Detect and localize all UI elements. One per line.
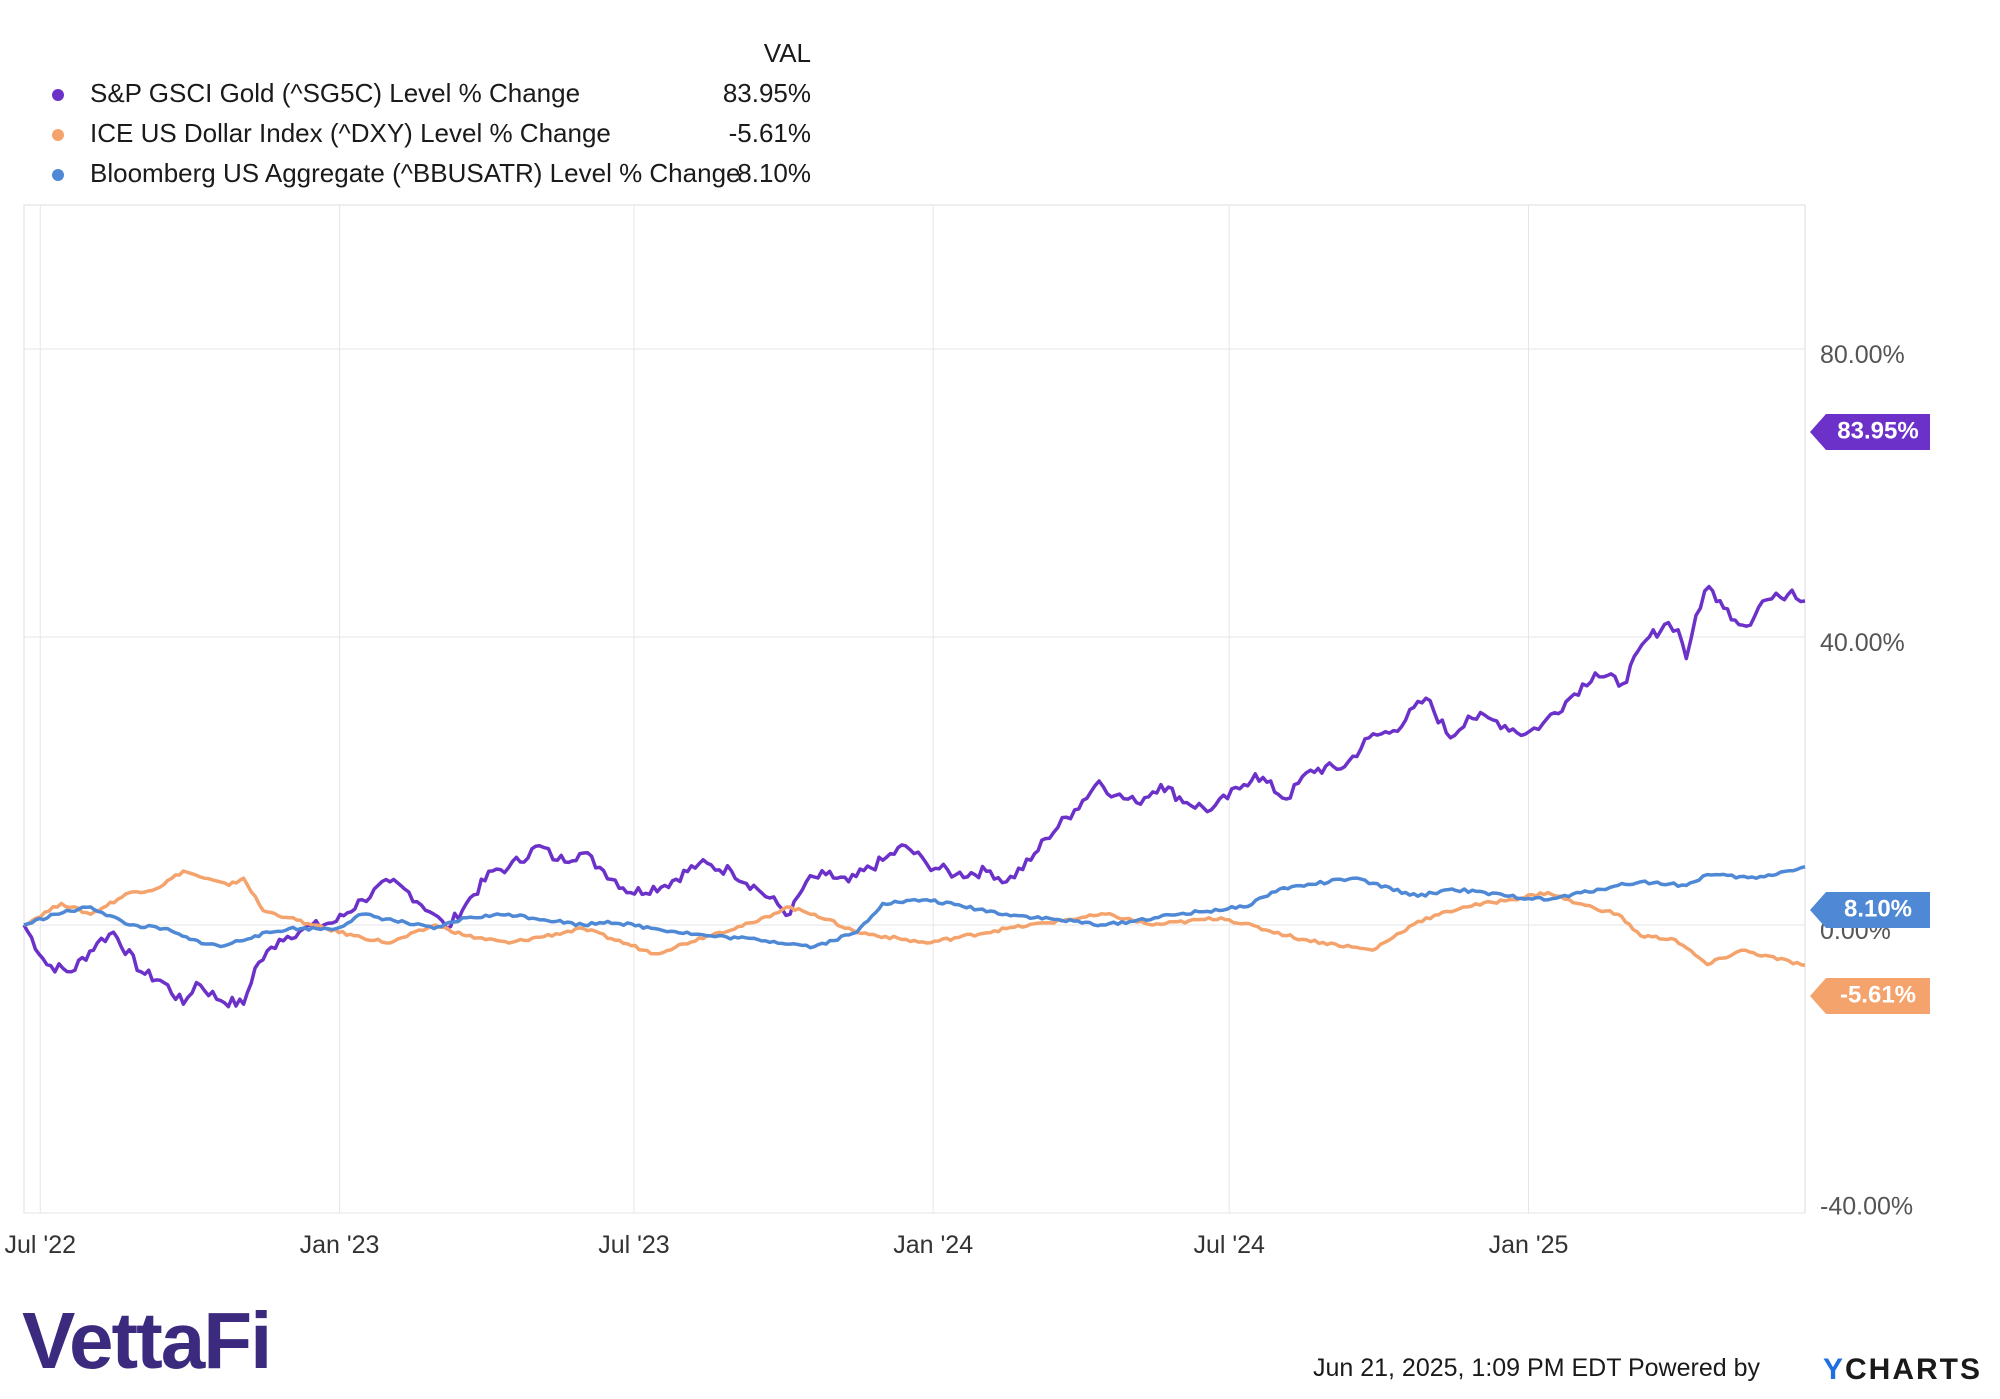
legend-item-value: 83.95% (722, 78, 811, 108)
series-end-label: 8.10% (1810, 892, 1930, 928)
legend-item-label: Bloomberg US Aggregate (^BBUSATR) Level … (90, 158, 741, 188)
ycharts-y: Y (1822, 1353, 1845, 1386)
legend-item-label: ICE US Dollar Index (^DXY) Level % Chang… (90, 118, 611, 148)
ycharts-text: CHARTS (1845, 1353, 1982, 1386)
end-label-tag (1810, 892, 1930, 928)
grid (23, 204, 1806, 1214)
ycharts-logo[interactable]: YCHARTS (1823, 1353, 1982, 1387)
end-label-tag (1810, 978, 1930, 1014)
x-tick-label: Jul '24 (1193, 1231, 1265, 1259)
x-tick-label: Jul '22 (5, 1231, 76, 1259)
legend-dot-icon (52, 169, 64, 181)
x-tick-label: Jan '25 (1489, 1231, 1569, 1259)
legend-header: VAL (763, 38, 811, 68)
series-line (23, 869, 1806, 968)
series-end-label: 83.95% (1810, 414, 1930, 450)
x-tick-label: Jan '23 (300, 1231, 380, 1259)
legend-dot-icon (52, 129, 64, 141)
x-tick-label: Jul '23 (598, 1231, 669, 1259)
legend-item-value: -5.61% (728, 118, 811, 148)
legend-item-label: S&P GSCI Gold (^SG5C) Level % Change (90, 78, 581, 108)
series-line (23, 865, 1806, 950)
end-label-value: -5.61% (1840, 981, 1916, 1008)
end-label-value: 8.10% (1844, 895, 1912, 922)
y-tick-label: 80.00% (1820, 341, 1905, 369)
series-end-label: -5.61% (1810, 978, 1930, 1014)
end-label-tag (1810, 414, 1930, 450)
legend-item-value: 8.10% (737, 158, 811, 188)
vettafi-logo: VettaFi (22, 1296, 272, 1385)
timestamp: Jun 21, 2025, 1:09 PM EDT Powered by (1312, 1354, 1760, 1382)
y-tick-label: 40.00% (1820, 629, 1905, 657)
legend-dot-icon (52, 89, 64, 101)
labels-layer: Jul '22 Jan '23 Jul '23 Jan '24 Jul '24 Jan '… (5, 341, 1930, 1259)
series-layer (22, 584, 1806, 1009)
plot-frame (23, 204, 1806, 1214)
series-line (22, 584, 1806, 1009)
y-tick-label: -40.00% (1820, 1193, 1913, 1221)
end-label-value: 83.95% (1837, 417, 1918, 444)
x-tick-label: Jan '24 (893, 1231, 973, 1259)
